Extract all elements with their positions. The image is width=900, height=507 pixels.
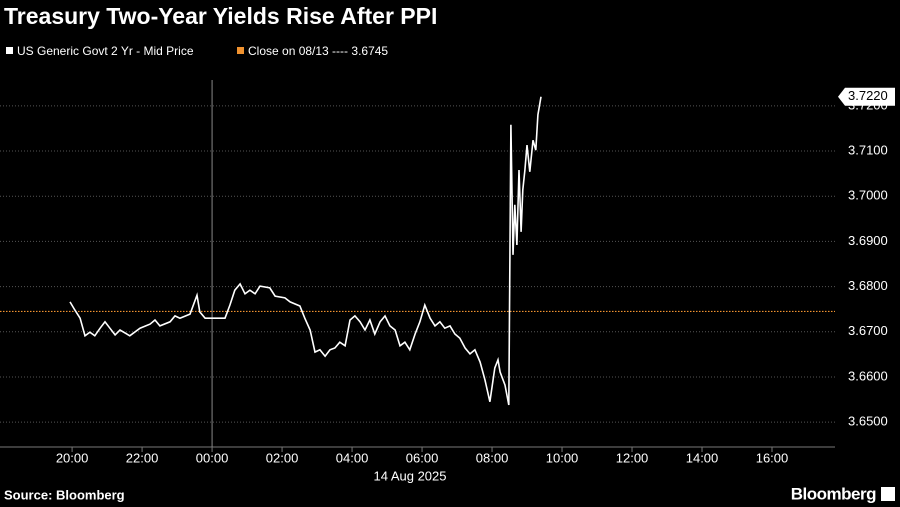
end-label: 3.7220 [848, 88, 888, 103]
brand-icon [881, 487, 895, 501]
x-tick-label: 06:00 [406, 450, 439, 465]
legend-swatch [237, 47, 244, 54]
legend-swatch [6, 47, 13, 54]
x-tick-label: 00:00 [196, 450, 229, 465]
legend-label: Close on 08/13 ---- [248, 44, 348, 58]
brand-logo: Bloomberg [791, 484, 876, 503]
source: Source: Bloomberg [4, 487, 125, 502]
y-tick-label: 3.6800 [848, 278, 888, 293]
legend-label: Close on 08/13 ---- 3.6745 [248, 44, 388, 58]
x-tick-label: 16:00 [756, 450, 789, 465]
x-tick-label: 12:00 [616, 450, 649, 465]
y-tick-label: 3.7000 [848, 188, 888, 203]
x-tick-label: 04:00 [336, 450, 369, 465]
x-tick-label: 10:00 [546, 450, 579, 465]
x-tick-label: 22:00 [126, 450, 159, 465]
y-tick-label: 3.6500 [848, 414, 888, 429]
y-tick-label: 3.6700 [848, 323, 888, 338]
x-tick-label: 08:00 [476, 450, 509, 465]
x-tick-label: 14:00 [686, 450, 719, 465]
x-tick-label: 20:00 [56, 450, 89, 465]
date-label: 14 Aug 2025 [373, 468, 446, 483]
y-tick-label: 3.7100 [848, 142, 888, 157]
line [69, 96, 542, 406]
y-tick-label: 3.6900 [848, 233, 888, 248]
end-label-box [838, 87, 895, 106]
legend-value: 3.6745 [351, 44, 388, 58]
legend-label: US Generic Govt 2 Yr - Mid Price [17, 44, 194, 58]
chart-title: Treasury Two-Year Yields Rise After PPI [4, 3, 437, 29]
y-tick-label: 3.6600 [848, 368, 888, 383]
x-tick-label: 02:00 [266, 450, 299, 465]
